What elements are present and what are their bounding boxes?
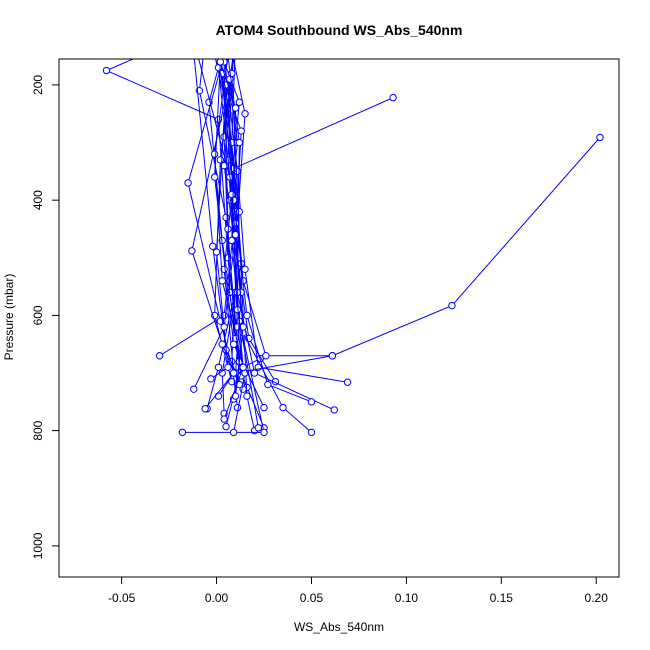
data-point	[229, 340, 238, 348]
y-tick-label: 400	[31, 190, 45, 210]
data-point	[178, 428, 187, 437]
data-point	[243, 311, 251, 320]
data-point	[235, 207, 244, 216]
plot-area	[102, 59, 604, 437]
y-axis: 200 400 600 800 1000	[31, 75, 60, 559]
data-point	[220, 161, 228, 170]
data-point	[307, 428, 316, 437]
data-point	[214, 392, 223, 400]
data-point	[260, 403, 268, 412]
x-tick-label: -0.05	[108, 591, 136, 605]
data-point	[201, 405, 209, 413]
y-tick-label: 800	[31, 420, 45, 440]
data-point	[228, 236, 236, 245]
x-tick-label: 0.15	[490, 591, 514, 605]
x-axis: -0.05 0.00 0.05 0.10 0.15 0.20	[108, 576, 609, 605]
data-point	[241, 110, 249, 118]
data-point	[224, 363, 232, 371]
data-point	[220, 415, 228, 423]
data-point	[184, 179, 192, 187]
data-point	[218, 277, 226, 285]
series-line-9	[223, 73, 601, 397]
data-point	[207, 375, 215, 383]
series-line-2	[198, 59, 256, 431]
data-point	[155, 352, 164, 360]
data-point	[235, 98, 244, 106]
data-point	[243, 392, 251, 400]
y-tick-label: 600	[31, 305, 45, 325]
data-point	[188, 247, 196, 255]
data-point	[237, 127, 245, 135]
data-point	[222, 422, 230, 431]
series-line-11	[193, 59, 335, 411]
data-point	[279, 403, 287, 412]
data-point	[190, 385, 198, 393]
data-point	[214, 363, 223, 371]
data-point	[264, 380, 272, 389]
data-point	[210, 150, 219, 158]
data-point	[250, 369, 259, 377]
data-point	[229, 428, 238, 437]
chart-title: ATOM4 Southbound WS_Abs_540nm	[216, 22, 463, 38]
x-tick-label: 0.20	[585, 591, 609, 605]
data-point	[389, 93, 397, 102]
data-point	[330, 406, 338, 414]
series-line-14	[193, 67, 244, 397]
y-tick-label: 1000	[31, 532, 45, 559]
data-point	[262, 352, 270, 360]
data-point	[220, 323, 228, 331]
data-point	[210, 173, 219, 181]
series-line-16	[214, 61, 265, 420]
data-point	[235, 138, 244, 147]
data-point	[222, 213, 230, 222]
data-point	[218, 340, 226, 348]
data-point	[228, 190, 236, 199]
data-point	[241, 265, 249, 274]
data-point	[102, 66, 111, 75]
data-point	[239, 363, 247, 371]
data-point	[226, 75, 234, 83]
data-point	[260, 428, 268, 437]
data-point	[343, 378, 352, 386]
data-point	[216, 59, 225, 66]
data-point	[233, 403, 242, 412]
series-line-12	[210, 84, 312, 403]
series-line-15	[214, 59, 259, 433]
data-point	[448, 301, 456, 310]
y-axis-label: Pressure (mbar)	[2, 274, 16, 361]
x-axis-label: WS_Abs_540nm	[294, 620, 384, 634]
data-point	[209, 242, 217, 250]
series-line-7	[187, 59, 348, 397]
x-tick-label: 0.10	[395, 591, 419, 605]
data-point	[307, 398, 316, 406]
x-tick-label: 0.00	[205, 591, 229, 605]
x-tick-label: 0.05	[300, 591, 324, 605]
y-tick-label: 200	[31, 75, 45, 95]
data-point	[229, 369, 238, 377]
data-point	[231, 104, 240, 112]
data-point	[216, 156, 225, 164]
data-point	[212, 248, 221, 256]
data-point	[254, 424, 263, 432]
data-point	[596, 133, 604, 142]
data-point	[328, 352, 337, 360]
series-line-3	[182, 59, 265, 433]
